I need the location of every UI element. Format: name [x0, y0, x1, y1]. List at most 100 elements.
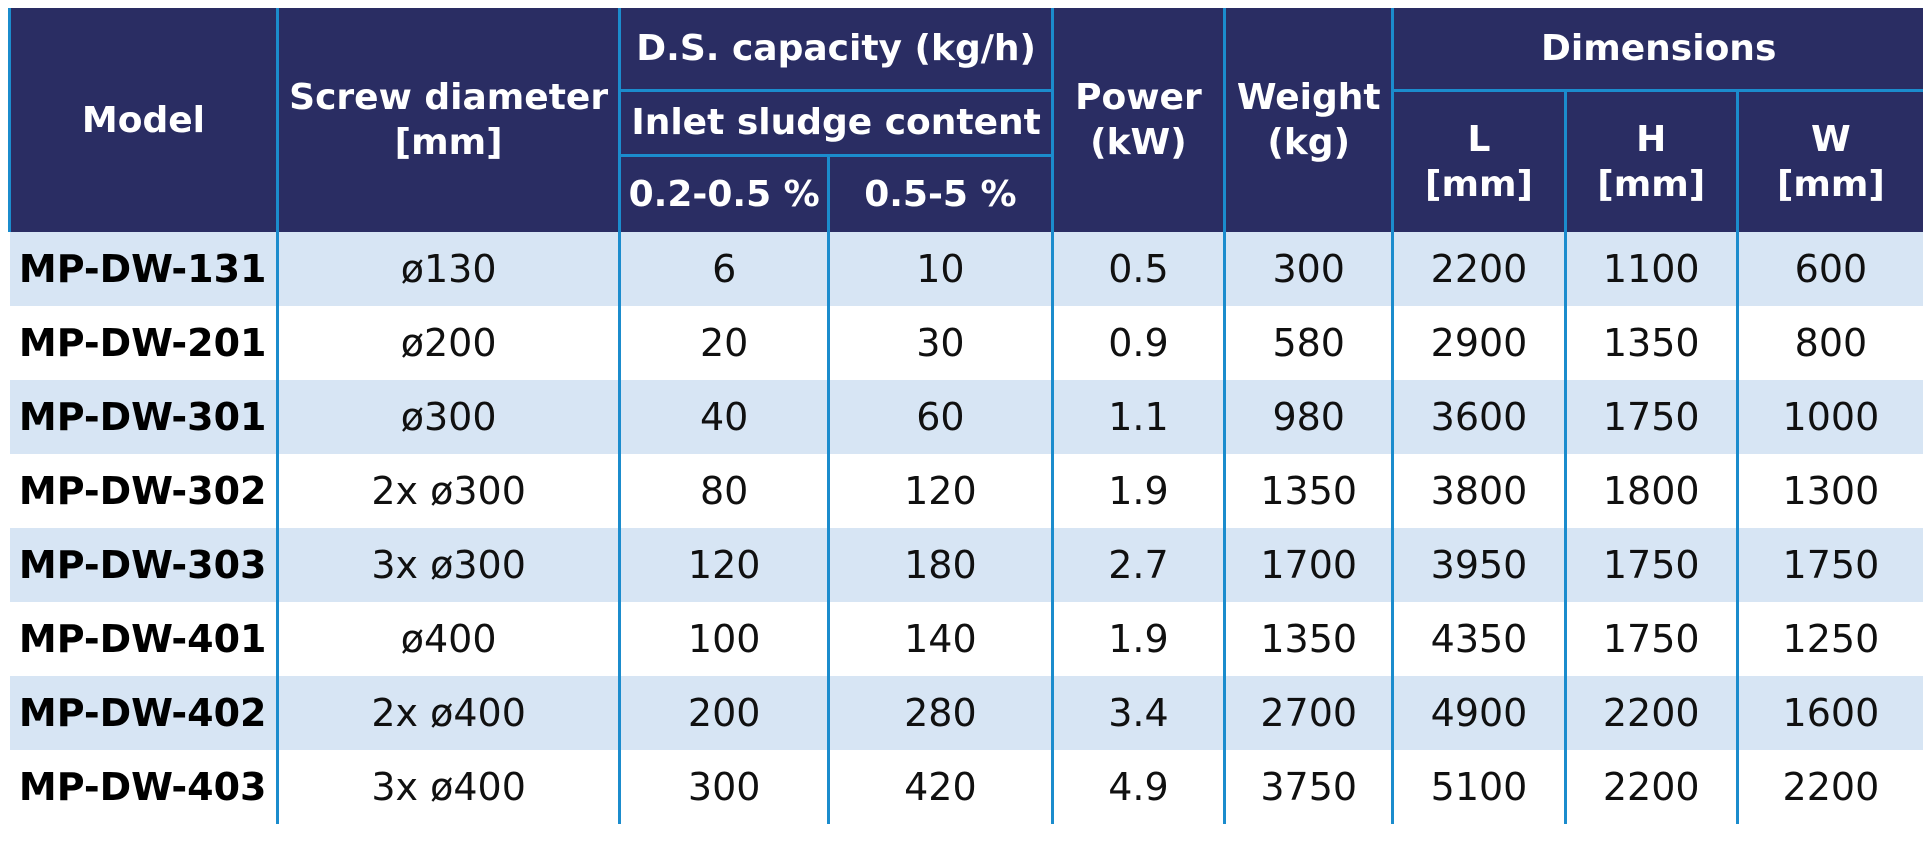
- screw-diameter-cell: 3x ø400: [275, 750, 620, 824]
- header-row-3: 0.2-0.5 % 0.5-5 %: [10, 155, 1924, 232]
- height-cell: 2200: [1563, 750, 1738, 824]
- header-model: Model: [8, 8, 278, 232]
- header-weight-label: Weight: [1236, 77, 1381, 118]
- capacity-high-cell: 60: [826, 380, 1053, 454]
- weight-cell: 580: [1223, 306, 1393, 380]
- length-cell: 5100: [1391, 750, 1566, 824]
- spec-table: Model Screw diameter [mm] D.S. capacity …: [8, 8, 1923, 824]
- width-cell: 1600: [1735, 676, 1923, 750]
- header-screw-diameter: Screw diameter [mm]: [275, 8, 620, 232]
- header-range-high: 0.5-5 %: [826, 155, 1053, 232]
- screw-diameter-cell: 2x ø400: [275, 676, 620, 750]
- header-power-unit: (kW): [1090, 122, 1187, 163]
- height-cell: 2200: [1563, 676, 1738, 750]
- header-dimensions: Dimensions: [1391, 8, 1923, 92]
- power-cell: 1.9: [1050, 602, 1225, 676]
- length-cell: 3800: [1391, 454, 1566, 528]
- model-cell: MP-DW-401: [9, 602, 278, 676]
- header-inlet-sludge-content: Inlet sludge content: [618, 90, 1053, 157]
- width-cell: 2200: [1735, 750, 1923, 824]
- screw-diameter-cell: ø130: [275, 232, 620, 306]
- table-body: MP-DW-131 ø130 6 10 0.5 300 2200 1100 60…: [9, 232, 1923, 824]
- header-weight-unit: (kg): [1267, 122, 1351, 163]
- model-cell: MP-DW-301: [9, 380, 278, 454]
- screw-diameter-cell: ø300: [275, 380, 620, 454]
- width-cell: 1750: [1735, 528, 1923, 602]
- height-cell: 1100: [1563, 232, 1738, 306]
- length-cell: 2900: [1391, 306, 1566, 380]
- width-cell: 1300: [1735, 454, 1923, 528]
- capacity-low-cell: 20: [618, 306, 829, 380]
- capacity-high-cell: 120: [826, 454, 1053, 528]
- width-cell: 600: [1735, 232, 1923, 306]
- width-cell: 1000: [1735, 380, 1923, 454]
- weight-cell: 300: [1223, 232, 1393, 306]
- length-cell: 3600: [1391, 380, 1566, 454]
- capacity-low-cell: 6: [618, 232, 829, 306]
- table-row: MP-DW-201 ø200 20 30 0.9 580 2900 1350 8…: [9, 306, 1923, 380]
- header-dim-l-label: L: [1467, 118, 1491, 160]
- table-row: MP-DW-403 3x ø400 300 420 4.9 3750 5100 …: [9, 750, 1923, 824]
- screw-diameter-cell: 3x ø300: [275, 528, 620, 602]
- header-ds-capacity: D.S. capacity (kg/h): [618, 8, 1053, 92]
- capacity-low-cell: 200: [618, 676, 829, 750]
- header-dim-h: H [mm]: [1563, 90, 1738, 232]
- width-cell: 800: [1735, 306, 1923, 380]
- model-cell: MP-DW-302: [9, 454, 278, 528]
- header-screw-unit: [mm]: [394, 122, 503, 163]
- capacity-low-cell: 300: [618, 750, 829, 824]
- length-cell: 4350: [1391, 602, 1566, 676]
- header-dim-l-unit: [mm]: [1425, 163, 1533, 205]
- width-cell: 1250: [1735, 602, 1923, 676]
- weight-cell: 980: [1223, 380, 1393, 454]
- capacity-high-cell: 280: [826, 676, 1053, 750]
- header-row-2: Inlet sludge content L [mm] H [mm] W [mm…: [10, 90, 1923, 232]
- screw-diameter-cell: ø400: [275, 602, 620, 676]
- power-cell: 2.7: [1050, 528, 1225, 602]
- header-weight: Weight (kg): [1223, 8, 1393, 232]
- screw-diameter-cell: ø200: [275, 306, 620, 380]
- header-dim-h-label: H: [1636, 118, 1667, 160]
- height-cell: 1750: [1563, 528, 1738, 602]
- capacity-high-cell: 420: [826, 750, 1053, 824]
- height-cell: 1750: [1563, 380, 1738, 454]
- length-cell: 3950: [1391, 528, 1566, 602]
- table-row: MP-DW-402 2x ø400 200 280 3.4 2700 4900 …: [9, 676, 1923, 750]
- capacity-high-cell: 10: [826, 232, 1053, 306]
- height-cell: 1350: [1563, 306, 1738, 380]
- model-cell: MP-DW-403: [9, 750, 278, 824]
- header-dim-l: L [mm]: [1391, 90, 1566, 232]
- model-cell: MP-DW-303: [9, 528, 278, 602]
- table-row: MP-DW-131 ø130 6 10 0.5 300 2200 1100 60…: [9, 232, 1923, 306]
- power-cell: 0.5: [1050, 232, 1225, 306]
- table-row: MP-DW-401 ø400 100 140 1.9 1350 4350 175…: [9, 602, 1923, 676]
- length-cell: 2200: [1391, 232, 1566, 306]
- power-cell: 1.9: [1050, 454, 1225, 528]
- capacity-low-cell: 100: [618, 602, 829, 676]
- length-cell: 4900: [1391, 676, 1566, 750]
- height-cell: 1800: [1563, 454, 1738, 528]
- header-range-low: 0.2-0.5 %: [618, 155, 829, 232]
- header-row-1: Model Screw diameter [mm] D.S. capacity …: [8, 8, 1923, 232]
- header-power: Power (kW): [1050, 8, 1225, 232]
- model-cell: MP-DW-201: [9, 306, 278, 380]
- height-cell: 1750: [1563, 602, 1738, 676]
- model-cell: MP-DW-131: [9, 232, 278, 306]
- header-dim-h-unit: [mm]: [1597, 163, 1706, 205]
- model-cell: MP-DW-402: [9, 676, 278, 750]
- power-cell: 0.9: [1050, 306, 1225, 380]
- table-row: MP-DW-301 ø300 40 60 1.1 980 3600 1750 1…: [9, 380, 1923, 454]
- weight-cell: 1350: [1223, 454, 1393, 528]
- table-row: MP-DW-302 2x ø300 80 120 1.9 1350 3800 1…: [9, 454, 1923, 528]
- weight-cell: 1700: [1223, 528, 1393, 602]
- weight-cell: 1350: [1223, 602, 1393, 676]
- capacity-high-cell: 180: [826, 528, 1053, 602]
- capacity-high-cell: 140: [826, 602, 1053, 676]
- header-dim-w: W [mm]: [1735, 90, 1923, 232]
- header-dim-w-label: W: [1811, 118, 1851, 160]
- capacity-high-cell: 30: [826, 306, 1053, 380]
- weight-cell: 2700: [1223, 676, 1393, 750]
- power-cell: 3.4: [1050, 676, 1225, 750]
- capacity-low-cell: 40: [618, 380, 829, 454]
- capacity-low-cell: 80: [618, 454, 829, 528]
